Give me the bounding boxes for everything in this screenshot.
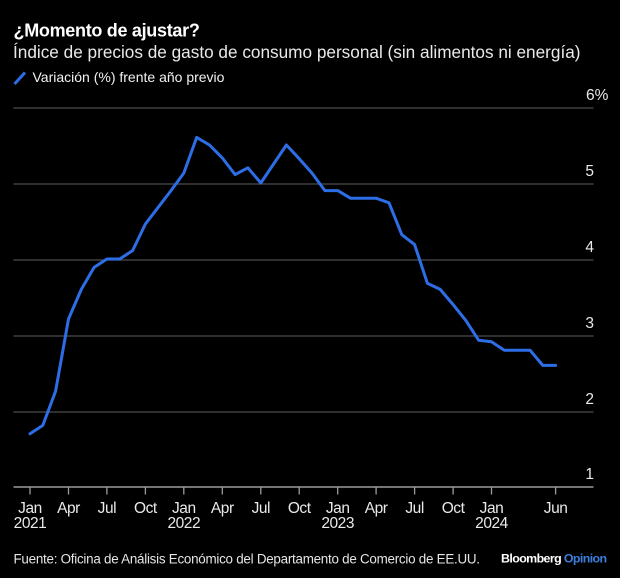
svg-text:Oct: Oct [134, 500, 158, 517]
svg-text:Jul: Jul [98, 500, 116, 517]
svg-text:2022: 2022 [167, 515, 200, 532]
svg-text:Apr: Apr [365, 500, 388, 517]
svg-text:Jan: Jan [18, 500, 42, 517]
svg-text:Jun: Jun [544, 500, 568, 517]
svg-text:4: 4 [585, 239, 594, 256]
svg-text:Apr: Apr [57, 500, 80, 517]
svg-text:Jul: Jul [252, 500, 270, 517]
svg-text:Variación (%) frente año previ: Variación (%) frente año previo [33, 69, 225, 85]
svg-text:2023: 2023 [321, 515, 354, 532]
svg-text:Fuente: Oficina de Análisis Ec: Fuente: Oficina de Análisis Económico de… [14, 551, 480, 566]
svg-text:¿Momento de ajustar?: ¿Momento de ajustar? [14, 21, 200, 41]
svg-text:2021: 2021 [14, 515, 47, 532]
svg-text:6%: 6% [586, 87, 609, 104]
svg-text:Bloomberg Opinion: Bloomberg Opinion [501, 551, 606, 565]
svg-text:1: 1 [585, 466, 594, 483]
svg-text:Jan: Jan [480, 500, 504, 517]
svg-text:3: 3 [585, 315, 594, 332]
svg-text:Oct: Oct [442, 500, 466, 517]
svg-text:Apr: Apr [211, 500, 234, 517]
svg-text:Jan: Jan [326, 500, 350, 517]
svg-text:2: 2 [585, 391, 594, 408]
svg-text:5: 5 [585, 163, 594, 180]
svg-text:Índice de precios de gasto de: Índice de precios de gasto de consumo pe… [13, 42, 581, 62]
svg-text:Jan: Jan [172, 500, 196, 517]
svg-text:2024: 2024 [475, 515, 509, 532]
svg-text:Jul: Jul [405, 500, 423, 517]
svg-text:Oct: Oct [288, 500, 312, 517]
